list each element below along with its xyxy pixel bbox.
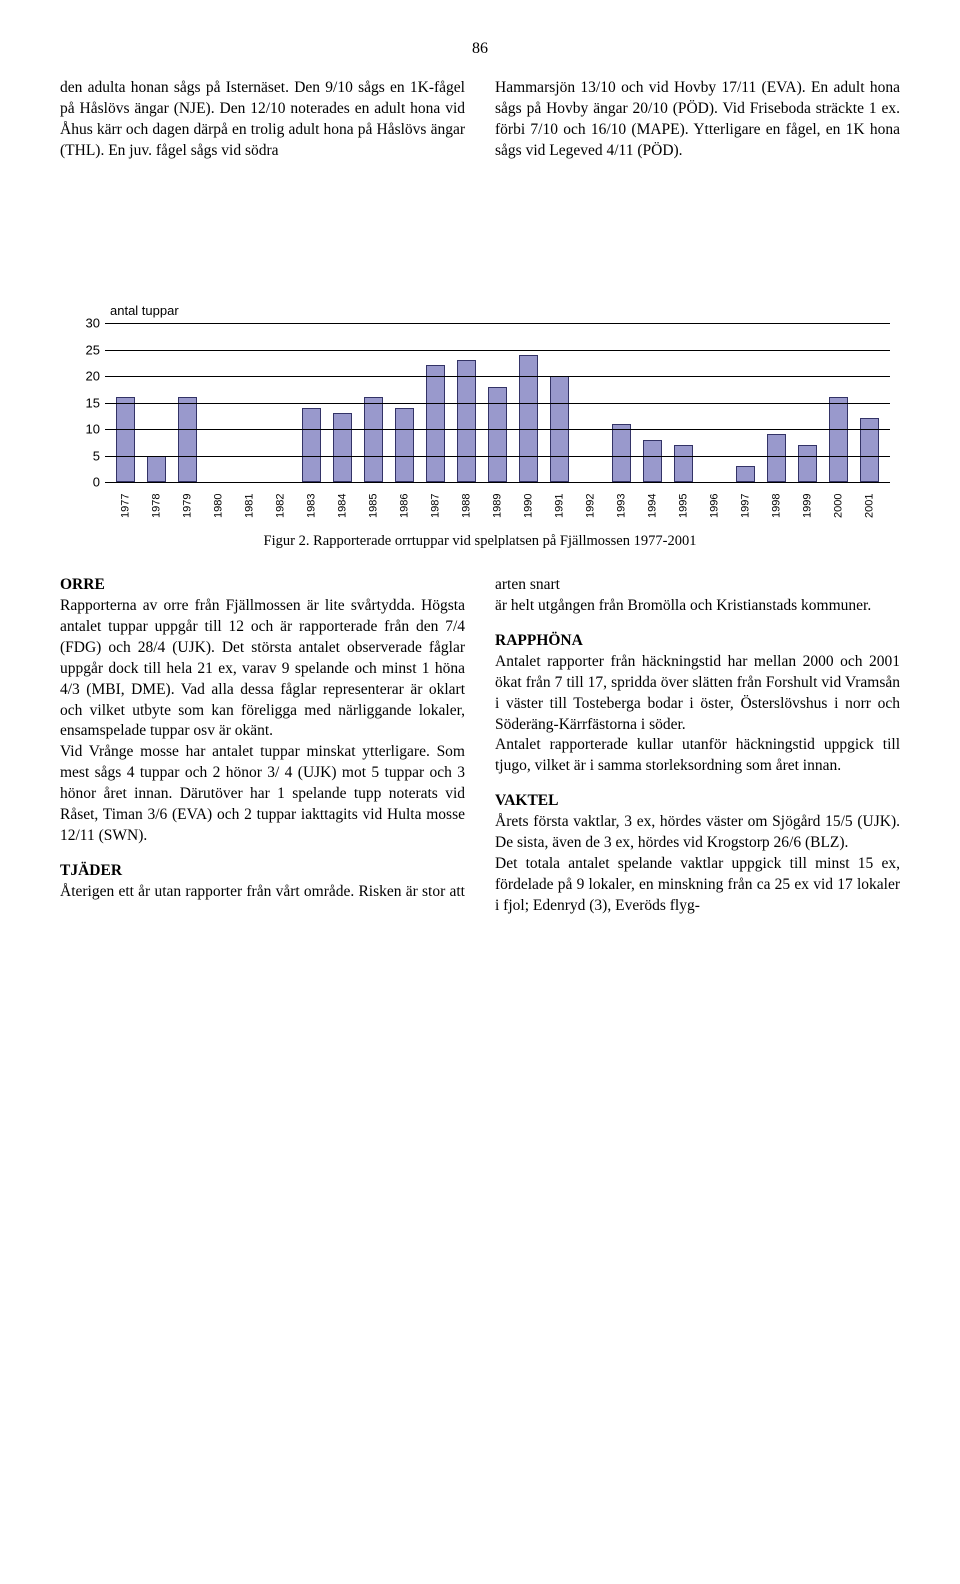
x-tick-label: 1988 [451,488,482,523]
tjader-title: TJÄDER [60,862,122,879]
upper-left-paragraph: den adulta honan sågs på Isternäset. Den… [60,78,465,162]
page-number: 86 [60,40,900,58]
bar [798,445,817,482]
bar [767,434,786,482]
bar [147,456,166,483]
chart-container: antal tuppar 051015202530 19771978197919… [60,303,900,550]
bar [736,466,755,482]
x-tick-label: 1984 [327,488,358,523]
x-tick-label: 1999 [792,488,823,523]
grid-line [105,403,890,404]
x-tick-label: 1992 [575,488,606,523]
bar [612,424,631,482]
x-tick-label: 1987 [420,488,451,523]
tjader-continuation: är helt utgången från Bromölla och Krist… [495,596,900,617]
y-tick-label: 0 [75,475,100,490]
x-tick-label: 1991 [544,488,575,523]
x-tick-label: 1978 [141,488,172,523]
vaktel-body: Årets första vaktlar, 3 ex, hördes väste… [495,813,900,914]
x-tick-label: 2001 [854,488,885,523]
bar [674,445,693,482]
x-tick-label: 1977 [110,488,141,523]
grid-line [105,376,890,377]
x-tick-label: 1983 [296,488,327,523]
grid-line [105,482,890,483]
y-tick-label: 15 [75,395,100,410]
grid-line [105,350,890,351]
bar [116,397,135,482]
x-labels: 1977197819791980198119821983198419851986… [105,488,890,523]
x-tick-label: 1989 [482,488,513,523]
orre-body: Rapporterna av orre från Fjällmossen är … [60,597,465,844]
bar [178,397,197,482]
rapphona-body: Antalet rapporter från häckningstid har … [495,653,900,775]
bar [829,397,848,482]
y-tick-label: 25 [75,342,100,357]
x-tick-label: 1980 [203,488,234,523]
bar [643,440,662,482]
x-tick-label: 1993 [606,488,637,523]
bar [302,408,321,482]
bar [457,360,476,482]
lower-text-block: ORRE Rapporterna av orre från Fjällmosse… [60,575,900,917]
x-tick-label: 1979 [172,488,203,523]
x-tick-label: 1982 [265,488,296,523]
x-tick-label: 1994 [637,488,668,523]
grid-line [105,323,890,324]
x-tick-label: 1990 [513,488,544,523]
bar-chart: antal tuppar 051015202530 19771978197919… [60,303,900,523]
y-axis-title: antal tuppar [110,303,179,318]
plot-area: 051015202530 [105,323,890,483]
bar [426,365,445,482]
grid-line [105,456,890,457]
y-tick-label: 20 [75,369,100,384]
x-tick-label: 1986 [389,488,420,523]
bar [860,418,879,482]
bar [333,413,352,482]
upper-text-block: den adulta honan sågs på Isternäset. Den… [60,78,900,278]
x-tick-label: 1985 [358,488,389,523]
rapphona-title: RAPPHÖNA [495,632,583,649]
x-tick-label: 1996 [699,488,730,523]
grid-line [105,429,890,430]
bar [488,387,507,482]
bar [364,397,383,482]
x-tick-label: 2000 [823,488,854,523]
x-tick-label: 1995 [668,488,699,523]
bar [519,355,538,482]
y-tick-label: 5 [75,448,100,463]
y-tick-label: 30 [75,316,100,331]
y-tick-label: 10 [75,422,100,437]
chart-caption: Figur 2. Rapporterade orrtuppar vid spel… [60,533,900,550]
upper-right-paragraph: Hammarsjön 13/10 och vid Hovby 17/11 (EV… [495,78,900,162]
bar [395,408,414,482]
x-tick-label: 1997 [730,488,761,523]
x-tick-label: 1981 [234,488,265,523]
x-tick-label: 1998 [761,488,792,523]
vaktel-title: VAKTEL [495,792,558,809]
orre-title: ORRE [60,576,105,593]
